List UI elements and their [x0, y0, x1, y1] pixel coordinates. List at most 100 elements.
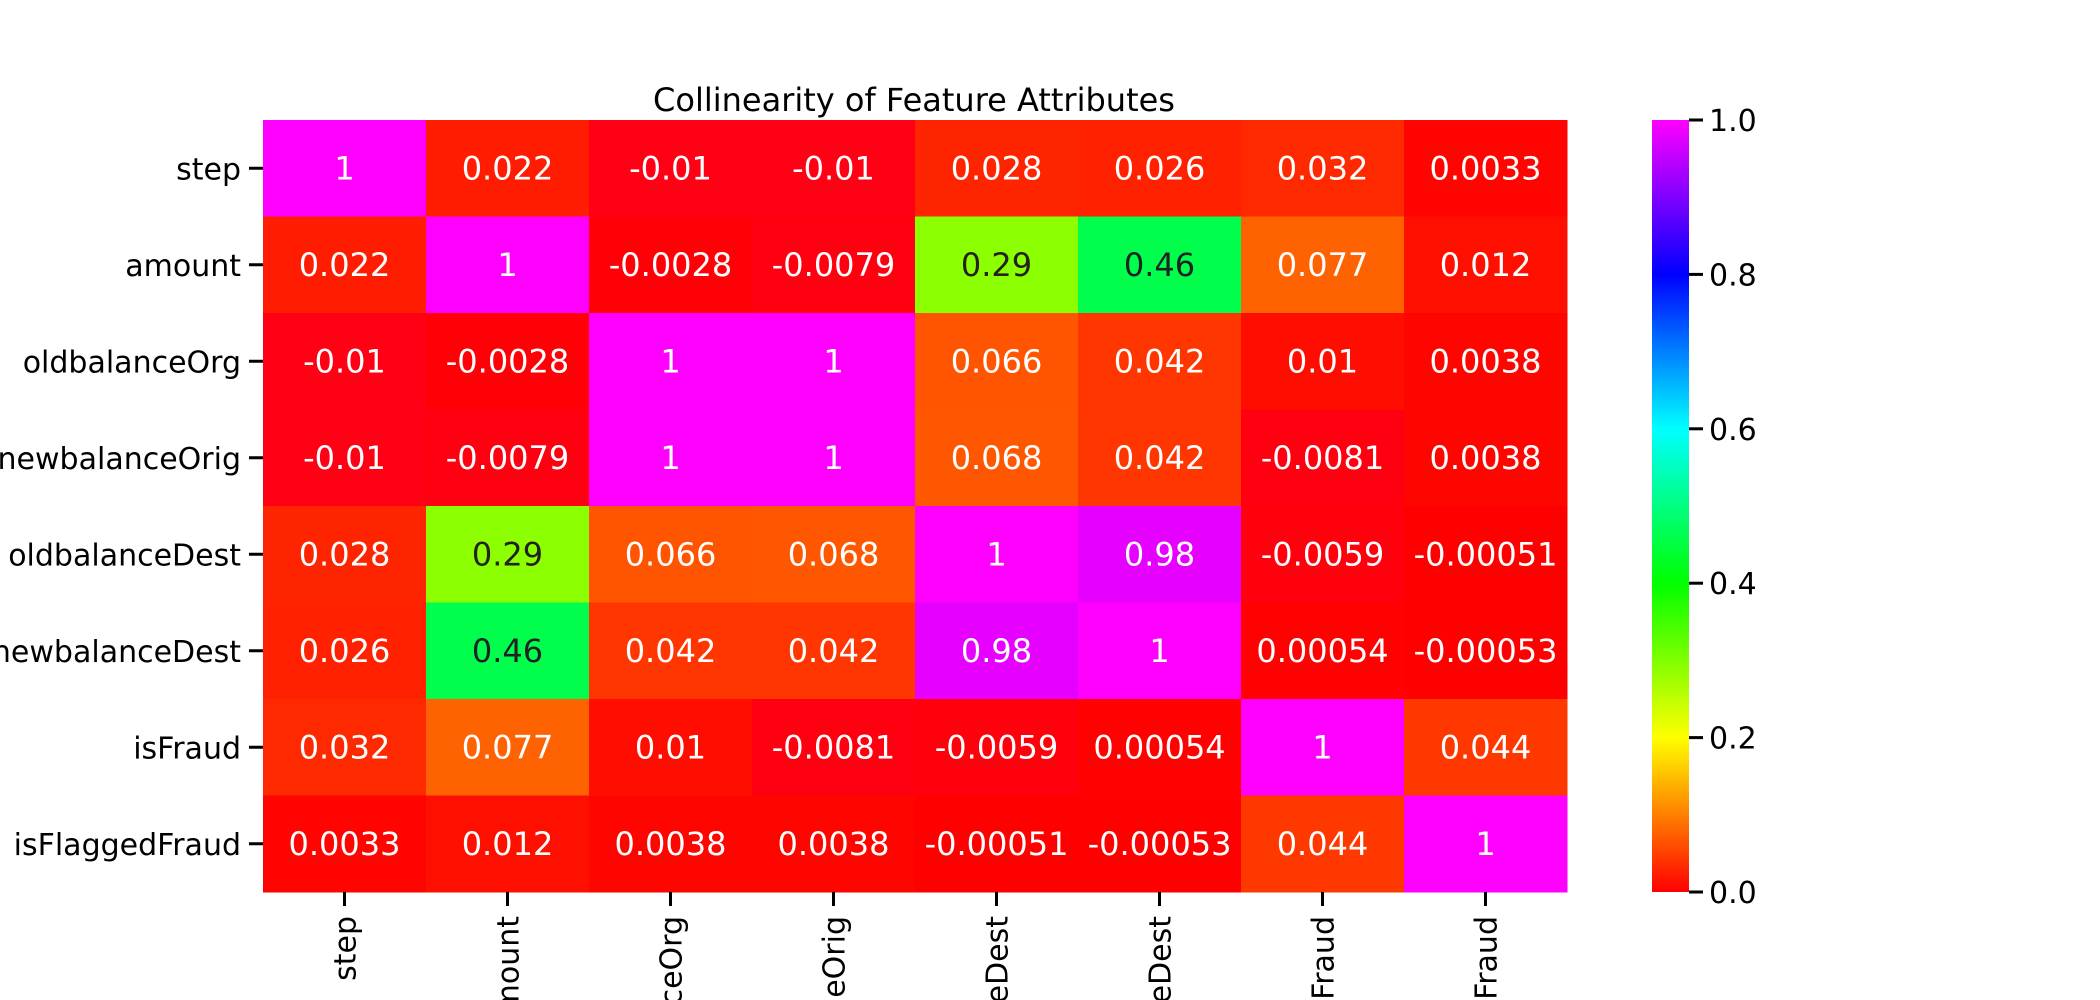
- colorbar-tick-label: 0.2: [1709, 722, 1757, 757]
- heatmap-cell: [1241, 216, 1405, 314]
- heatmap-cell: [1404, 795, 1568, 893]
- x-tick-label: Fraud: [1307, 916, 1342, 1000]
- cell-value-label: 0.077: [462, 728, 554, 766]
- heatmap-cell: [1078, 795, 1242, 893]
- heatmap-cell: [426, 795, 590, 893]
- cell-value-label: 1: [334, 149, 354, 187]
- heatmap-cell: [263, 506, 427, 603]
- cell-value-label: 1: [823, 439, 843, 477]
- cell-value-label: 0.29: [961, 246, 1032, 284]
- heatmap-cell: [263, 699, 427, 796]
- x-tick-label: ceOrg: [655, 916, 690, 1000]
- y-tick-label: isFlaggedFraud: [14, 828, 241, 863]
- cell-value-label: 0.0033: [1430, 149, 1542, 187]
- colorbar-tick-label: 0.6: [1709, 413, 1757, 448]
- heatmap-cell: [589, 699, 753, 796]
- heatmap-cell: [752, 313, 916, 410]
- cell-value-label: 0.026: [1114, 149, 1206, 187]
- cell-value-label: 0.044: [1277, 825, 1369, 863]
- heatmap-cell: [1241, 699, 1405, 796]
- x-tick-label: Fraud: [1470, 916, 1505, 1000]
- cell-value-label: 0.026: [299, 632, 391, 670]
- cell-value-label: 0.0038: [778, 825, 890, 863]
- heatmap-cell: [1078, 216, 1242, 314]
- cell-value-label: 0.066: [625, 535, 717, 573]
- cell-value-label: -0.0059: [935, 728, 1059, 766]
- colorbar-tick-label: 0.8: [1709, 258, 1757, 293]
- heatmap-cell: [589, 216, 753, 314]
- heatmap-cell: [915, 216, 1079, 314]
- cell-value-label: 1: [1475, 825, 1495, 863]
- heatmap-cell: [752, 795, 916, 893]
- cell-value-label: 0.077: [1277, 246, 1369, 284]
- cell-value-label: -0.0079: [446, 439, 570, 477]
- cell-value-label: -0.0081: [772, 728, 896, 766]
- heatmap-cell: [1241, 409, 1405, 507]
- cell-value-label: 1: [1312, 728, 1332, 766]
- heatmap-cell: [1078, 409, 1242, 507]
- cell-value-label: 1: [823, 342, 843, 380]
- y-axis: step amount oldbalanceOrg newbalanceOrig old…: [0, 152, 263, 863]
- heatmap-cell: [263, 795, 427, 893]
- cell-value-label: 1: [986, 535, 1006, 573]
- cell-value-label: 0.98: [1124, 535, 1195, 573]
- heatmap-cell: [915, 795, 1079, 893]
- colorbar-tick-label: 0.0: [1709, 876, 1757, 911]
- cell-value-label: 0.0038: [615, 825, 727, 863]
- cell-value-label: 0.042: [1114, 342, 1206, 380]
- cell-value-label: 0.068: [788, 535, 880, 573]
- heatmap-cell: [589, 120, 753, 217]
- x-tick-label: mount: [492, 916, 527, 1000]
- heatmap-cell: [426, 602, 590, 700]
- x-tick-label: step: [329, 916, 364, 981]
- cell-value-label: 0.042: [788, 632, 880, 670]
- cell-value-label: 1: [660, 342, 680, 380]
- cell-value-label: 0.022: [299, 246, 391, 284]
- cell-value-label: -0.00051: [1414, 535, 1558, 573]
- heatmap-cell: [589, 506, 753, 603]
- heatmap-cell: [1404, 699, 1568, 796]
- x-axis: step mount ceOrg eOrig eDest eDest Fraud Fraud: [329, 892, 1505, 1000]
- heatmap-cell: [1078, 313, 1242, 410]
- heatmap-cell: [426, 699, 590, 796]
- heatmap-cell: [1078, 602, 1242, 700]
- heatmap-cell: [1078, 506, 1242, 603]
- heatmap-cell: [752, 699, 916, 796]
- x-tick-label: eDest: [1144, 916, 1179, 1000]
- colorbar-tick-label: 0.4: [1709, 567, 1757, 602]
- colorbar-gradient: [1652, 120, 1689, 892]
- cell-value-label: 0.29: [472, 535, 543, 573]
- cell-value-label: -0.0059: [1261, 535, 1385, 573]
- x-tick-label: eDest: [981, 916, 1016, 1000]
- cell-value-label: 0.032: [299, 728, 391, 766]
- heatmap-cell: [1404, 313, 1568, 410]
- heatmap-cell: [1404, 602, 1568, 700]
- heatmap-cell: [263, 313, 427, 410]
- heatmap-cell: [1241, 313, 1405, 410]
- heatmap-cell: [263, 602, 427, 700]
- x-tick-label: eOrig: [818, 916, 853, 998]
- cell-value-label: -0.01: [629, 149, 712, 187]
- heatmap-cell: [915, 602, 1079, 700]
- cell-value-label: 0.0038: [1430, 342, 1542, 380]
- cell-value-label: 0.012: [1440, 246, 1532, 284]
- cell-value-label: 0.022: [462, 149, 554, 187]
- cell-value-label: 0.012: [462, 825, 554, 863]
- heatmap-cell: [915, 506, 1079, 603]
- heatmap-cell: [1241, 506, 1405, 603]
- heatmap-cell: [1404, 120, 1568, 217]
- cell-value-label: 0.00054: [1256, 632, 1388, 670]
- heatmap-cell: [1241, 120, 1405, 217]
- heatmap-cell: [263, 120, 427, 217]
- colorbar-tick-label: 1.0: [1709, 104, 1757, 139]
- heatmap-cell: [426, 120, 590, 217]
- heatmap-cell: [263, 216, 427, 314]
- cell-value-label: -0.00053: [1088, 825, 1232, 863]
- heatmap-cell: [752, 602, 916, 700]
- cell-value-label: 0.46: [472, 632, 543, 670]
- heatmap-cell: [752, 506, 916, 603]
- y-tick-label: oldbalanceDest: [8, 538, 241, 573]
- heatmap-cell: [752, 216, 916, 314]
- heatmap-cells: 1 0.022 -0.01 -0.01 0.028 0.026 0.032 0.0033 0.0…: [263, 120, 1568, 893]
